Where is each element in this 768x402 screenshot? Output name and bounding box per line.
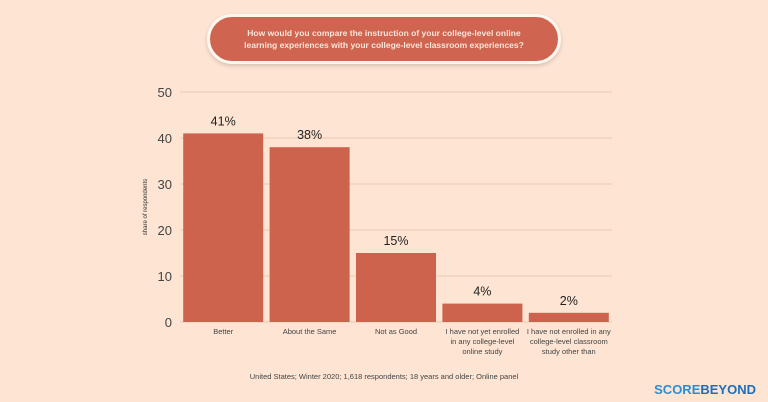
x-tick-label: I have not enrolled in any: [527, 327, 611, 336]
x-tick-label: I have not yet enrolled: [445, 327, 519, 336]
y-tick-label: 10: [158, 269, 172, 284]
y-tick-label: 20: [158, 223, 172, 238]
y-axis-label: share of respondents: [143, 179, 149, 235]
x-tick-label: Better: [213, 327, 234, 336]
x-tick-label: study other than: [542, 347, 596, 356]
data-label: 4%: [473, 285, 491, 299]
bar: [269, 147, 350, 322]
y-tick-label: 0: [165, 315, 172, 330]
y-tick-label: 50: [158, 85, 172, 100]
y-tick-label: 30: [158, 177, 172, 192]
bar: [442, 303, 523, 322]
x-tick-label: online study: [462, 347, 502, 356]
x-tick-label: Not as Good: [375, 327, 417, 336]
x-tick-label: in any college-level: [451, 337, 515, 346]
data-label: 41%: [211, 114, 236, 128]
x-tick-label: college-level classroom: [530, 337, 608, 346]
scorebeyond-logo: SCOREBEYOND: [654, 382, 756, 397]
bar: [528, 312, 609, 322]
y-tick-label: 40: [158, 131, 172, 146]
bar: [183, 133, 264, 322]
data-label: 15%: [383, 234, 408, 248]
data-label: 38%: [297, 128, 322, 142]
data-label: 2%: [560, 294, 578, 308]
x-tick-label: About the Same: [283, 327, 337, 336]
bar: [356, 253, 436, 322]
footnote: United States; Winter 2020; 1,618 respon…: [249, 372, 519, 381]
chart-title: How would you compare the instruction of…: [207, 14, 561, 64]
